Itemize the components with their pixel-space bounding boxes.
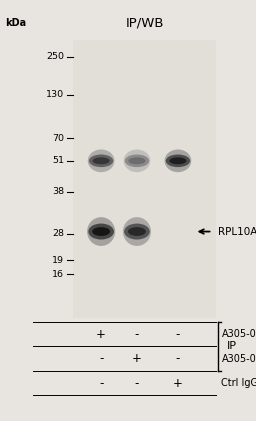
- Text: +: +: [173, 377, 183, 389]
- Ellipse shape: [123, 217, 151, 246]
- Ellipse shape: [125, 155, 149, 167]
- Ellipse shape: [128, 227, 146, 236]
- Ellipse shape: [88, 149, 114, 172]
- Text: IP: IP: [227, 341, 237, 352]
- Text: -: -: [176, 352, 180, 365]
- Ellipse shape: [129, 157, 145, 164]
- Ellipse shape: [124, 149, 150, 172]
- Bar: [73, 40, 216, 318]
- Text: -: -: [176, 328, 180, 341]
- Ellipse shape: [92, 227, 110, 236]
- Ellipse shape: [88, 224, 114, 240]
- Text: +: +: [132, 352, 142, 365]
- Text: -: -: [99, 352, 103, 365]
- Ellipse shape: [169, 157, 186, 164]
- Text: IP/WB: IP/WB: [125, 17, 164, 29]
- Text: 16: 16: [52, 270, 64, 279]
- Text: -: -: [135, 328, 139, 341]
- Ellipse shape: [165, 149, 191, 172]
- Text: 19: 19: [52, 256, 64, 265]
- Text: A305-062A: A305-062A: [221, 354, 256, 364]
- Text: 51: 51: [52, 156, 64, 165]
- Text: -: -: [99, 377, 103, 389]
- Ellipse shape: [93, 157, 110, 164]
- Ellipse shape: [124, 224, 150, 240]
- Text: Ctrl IgG: Ctrl IgG: [221, 378, 256, 388]
- Text: +: +: [96, 328, 106, 341]
- Text: 130: 130: [46, 90, 64, 99]
- Ellipse shape: [87, 217, 115, 246]
- Text: 28: 28: [52, 229, 64, 238]
- Text: A305-061A: A305-061A: [221, 329, 256, 339]
- Text: -: -: [135, 377, 139, 389]
- Ellipse shape: [166, 155, 190, 167]
- Text: 250: 250: [46, 52, 64, 61]
- Text: 70: 70: [52, 133, 64, 143]
- Text: kDa: kDa: [5, 18, 26, 28]
- Ellipse shape: [89, 155, 113, 167]
- Text: 38: 38: [52, 187, 64, 196]
- Text: RPL10A: RPL10A: [218, 226, 256, 237]
